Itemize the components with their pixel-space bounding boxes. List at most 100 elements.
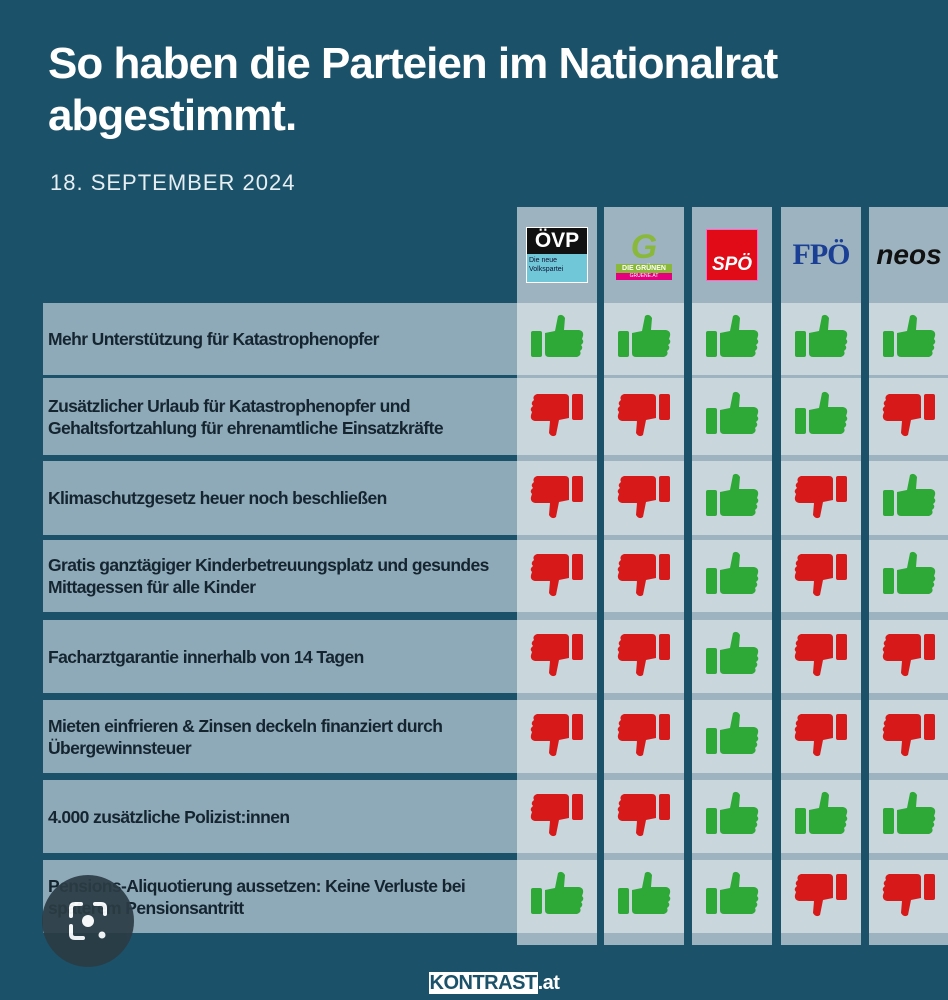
table-row: Pensions-Aliquotierung aussetzen: Keine …: [0, 860, 948, 933]
vote-cell: [604, 378, 684, 455]
thumbs-up-icon: [704, 390, 760, 443]
vote-cell: [692, 620, 772, 693]
motion-label: Zusätzlicher Urlaub für Katastrophenopfe…: [43, 378, 517, 455]
thumbs-down-icon: [616, 550, 672, 603]
motion-label: Mehr Unterstützung für Katastrophenopfer: [43, 303, 517, 375]
vote-cell: [604, 461, 684, 535]
thumbs-down-icon: [616, 472, 672, 525]
thumbs-up-icon: [704, 870, 760, 923]
vote-cell: [781, 378, 861, 455]
vote-table: ÖVP Die neue Volkspartei G DIE GRÜNEN GRUENE…: [0, 207, 948, 995]
thumbs-down-icon: [529, 630, 585, 683]
vote-cell: [781, 860, 861, 933]
vote-cell: [869, 620, 948, 693]
vote-cell: [869, 860, 948, 933]
date: 18. SEPTEMBER 2024: [50, 170, 296, 195]
thumbs-down-icon: [529, 472, 585, 525]
table-row: Zusätzlicher Urlaub für Katastrophenopfe…: [0, 378, 948, 455]
lens-search-button[interactable]: [42, 875, 134, 967]
thumbs-up-icon: [529, 313, 585, 366]
thumbs-down-icon: [616, 630, 672, 683]
vote-cell: [517, 303, 597, 375]
thumbs-down-icon: [616, 790, 672, 843]
thumbs-up-icon: [704, 790, 760, 843]
party-header: G DIE GRÜNEN GRUENE.AT: [604, 207, 684, 303]
vote-cell: [604, 860, 684, 933]
vote-cell: [692, 780, 772, 853]
vote-cell: [869, 780, 948, 853]
vote-cell: [517, 780, 597, 853]
thumbs-up-icon: [704, 630, 760, 683]
table-row: Mieten einfrieren & Zinsen deckeln finan…: [0, 700, 948, 773]
vote-cell: [869, 461, 948, 535]
oevp-logo: ÖVP Die neue Volkspartei: [526, 227, 588, 283]
motion-label: 4.000 zusätzliche Polizist:innen: [43, 780, 517, 853]
vote-cell: [604, 620, 684, 693]
thumbs-down-icon: [616, 390, 672, 443]
thumbs-down-icon: [793, 710, 849, 763]
vote-cell: [517, 860, 597, 933]
table-row: 4.000 zusätzliche Polizist:innen: [0, 780, 948, 853]
table-row: Gratis ganztägiger Kinderbetreuungsplatz…: [0, 540, 948, 612]
thumbs-up-icon: [704, 710, 760, 763]
vote-cell: [692, 378, 772, 455]
thumbs-down-icon: [881, 710, 937, 763]
page-title: So haben die Parteien im Nationalrat abg…: [48, 39, 778, 140]
vote-cell: [781, 780, 861, 853]
thumbs-up-icon: [704, 550, 760, 603]
thumbs-down-icon: [529, 790, 585, 843]
thumbs-down-icon: [529, 710, 585, 763]
lens-icon: [69, 902, 107, 940]
thumbs-up-icon: [881, 790, 937, 843]
thumbs-up-icon: [616, 870, 672, 923]
vote-cell: [604, 780, 684, 853]
thumbs-up-icon: [529, 870, 585, 923]
thumbs-down-icon: [881, 870, 937, 923]
thumbs-up-icon: [793, 790, 849, 843]
kontrast-logo: KONTRAST.at: [428, 972, 560, 994]
vote-cell: [604, 303, 684, 375]
vote-cell: [692, 700, 772, 773]
thumbs-down-icon: [793, 630, 849, 683]
thumbs-down-icon: [881, 390, 937, 443]
party-header: ÖVP Die neue Volkspartei: [517, 207, 597, 303]
motion-label: Mieten einfrieren & Zinsen deckeln finan…: [43, 700, 517, 773]
vote-cell: [781, 620, 861, 693]
vote-cell: [869, 540, 948, 612]
party-header: SPÖ: [692, 207, 772, 303]
vote-cell: [869, 700, 948, 773]
vote-cell: [692, 461, 772, 535]
vote-cell: [781, 540, 861, 612]
thumbs-down-icon: [793, 472, 849, 525]
thumbs-down-icon: [793, 550, 849, 603]
thumbs-down-icon: [616, 710, 672, 763]
vote-cell: [869, 378, 948, 455]
vote-cell: [781, 461, 861, 535]
neos-logo: neos: [876, 239, 942, 270]
thumbs-up-icon: [616, 313, 672, 366]
table-row: Facharztgarantie innerhalb von 14 Tagen: [0, 620, 948, 693]
thumbs-up-icon: [704, 313, 760, 366]
vote-cell: [781, 303, 861, 375]
table-row: Klimaschutzgesetz heuer noch beschließen: [0, 461, 948, 535]
thumbs-up-icon: [793, 313, 849, 366]
vote-cell: [517, 378, 597, 455]
thumbs-up-icon: [793, 390, 849, 443]
thumbs-up-icon: [881, 550, 937, 603]
thumbs-down-icon: [529, 390, 585, 443]
thumbs-up-icon: [881, 313, 937, 366]
vote-cell: [781, 700, 861, 773]
fpoe-logo: FPÖ: [792, 238, 851, 271]
table-row: Mehr Unterstützung für Katastrophenopfer: [0, 303, 948, 375]
party-header: FPÖ: [781, 207, 861, 303]
spoe-logo: SPÖ: [706, 229, 758, 281]
party-header: neos: [869, 207, 948, 303]
vote-cell: [604, 540, 684, 612]
vote-cell: [692, 540, 772, 612]
motion-label: Gratis ganztägiger Kinderbetreuungsplatz…: [43, 540, 517, 612]
thumbs-down-icon: [529, 550, 585, 603]
thumbs-up-icon: [881, 472, 937, 525]
vote-cell: [604, 700, 684, 773]
motion-label: Klimaschutzgesetz heuer noch beschließen: [43, 461, 517, 535]
motion-label: Facharztgarantie innerhalb von 14 Tagen: [43, 620, 517, 693]
